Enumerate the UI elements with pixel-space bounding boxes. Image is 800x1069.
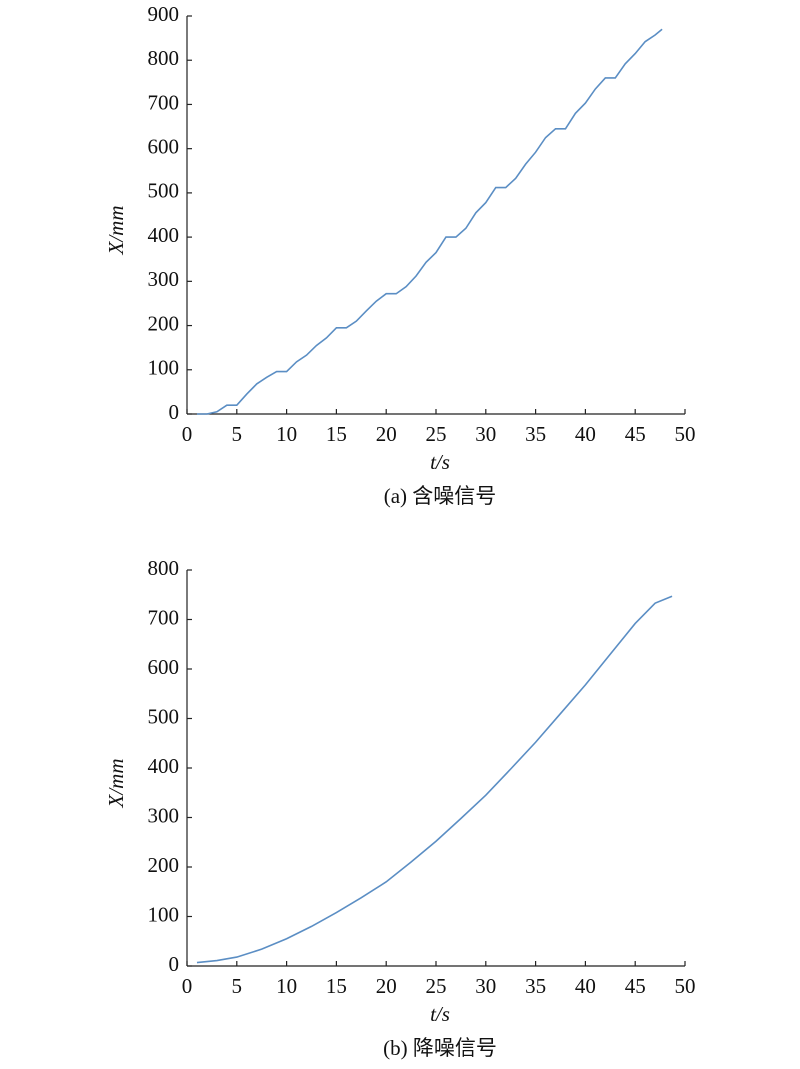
data-line bbox=[196, 595, 673, 964]
x-tick-label: 50 bbox=[675, 422, 696, 446]
y-tick-label: 0 bbox=[169, 400, 180, 424]
y-tick-label: 100 bbox=[148, 356, 180, 380]
caption: (b) 降噪信号 bbox=[383, 1036, 497, 1060]
data-line bbox=[196, 28, 663, 415]
y-axis-label: X/mm bbox=[104, 759, 128, 809]
x-tick-label: 25 bbox=[426, 974, 447, 998]
y-tick-label: 400 bbox=[148, 754, 180, 778]
x-tick-label: 45 bbox=[625, 422, 646, 446]
y-tick-label: 700 bbox=[148, 605, 180, 629]
x-tick-label: 25 bbox=[426, 422, 447, 446]
x-tick-label: 15 bbox=[326, 974, 347, 998]
y-tick-label: 600 bbox=[148, 134, 180, 158]
y-tick-label: 200 bbox=[148, 853, 180, 877]
y-axis-label: X/mm bbox=[104, 206, 128, 256]
x-tick-label: 5 bbox=[232, 422, 243, 446]
y-tick-label: 800 bbox=[148, 556, 180, 580]
x-tick-label: 40 bbox=[575, 422, 596, 446]
x-tick-label: 45 bbox=[625, 974, 646, 998]
x-tick-label: 40 bbox=[575, 974, 596, 998]
caption: (a) 含噪信号 bbox=[384, 484, 497, 508]
y-tick-label: 400 bbox=[148, 223, 180, 247]
y-tick-label: 900 bbox=[148, 2, 180, 26]
x-axis-label: t/s bbox=[430, 1002, 450, 1026]
x-tick-label: 20 bbox=[376, 974, 397, 998]
x-tick-label: 5 bbox=[232, 974, 243, 998]
y-tick-label: 700 bbox=[148, 90, 180, 114]
y-tick-label: 200 bbox=[148, 311, 180, 335]
x-tick-label: 10 bbox=[276, 422, 297, 446]
y-tick-label: 500 bbox=[148, 704, 180, 728]
x-tick-label: 20 bbox=[376, 422, 397, 446]
y-tick-label: 500 bbox=[148, 179, 180, 203]
x-tick-label: 30 bbox=[475, 974, 496, 998]
y-tick-label: 100 bbox=[148, 902, 180, 926]
x-tick-label: 0 bbox=[182, 974, 193, 998]
x-tick-label: 15 bbox=[326, 422, 347, 446]
x-tick-label: 0 bbox=[182, 422, 193, 446]
x-tick-label: 35 bbox=[525, 974, 546, 998]
y-tick-label: 0 bbox=[169, 952, 180, 976]
x-axis-label: t/s bbox=[430, 450, 450, 474]
x-tick-label: 30 bbox=[475, 422, 496, 446]
x-tick-label: 10 bbox=[276, 974, 297, 998]
x-tick-label: 35 bbox=[525, 422, 546, 446]
y-tick-label: 300 bbox=[148, 267, 180, 291]
x-tick-label: 50 bbox=[675, 974, 696, 998]
y-tick-label: 300 bbox=[148, 803, 180, 827]
y-tick-label: 600 bbox=[148, 655, 180, 679]
y-tick-label: 800 bbox=[148, 46, 180, 70]
